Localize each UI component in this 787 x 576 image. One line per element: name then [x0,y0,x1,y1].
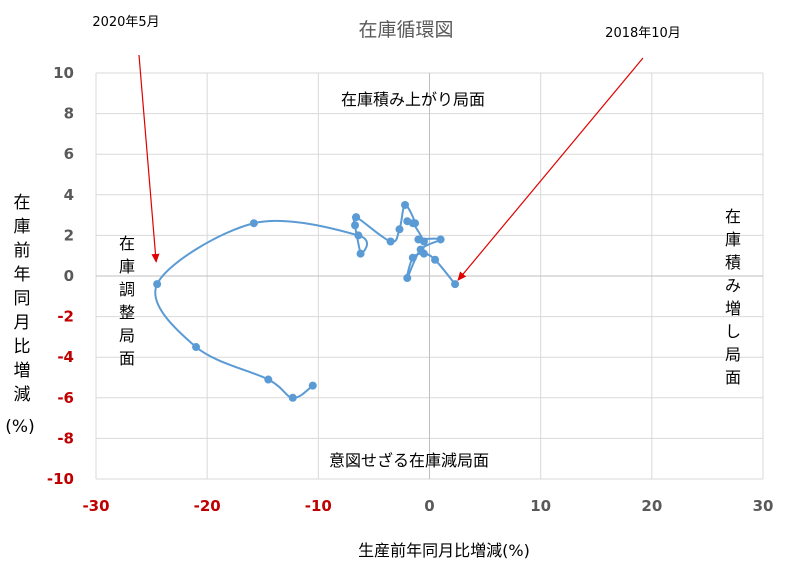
x-tick-labels: -30 -20 -10 0 10 20 30 [82,497,773,515]
vertical-char: 前 [14,241,31,261]
annotation-2020-05: 2020年5月 [92,15,159,30]
data-point [354,231,363,240]
y-tick-label: -4 [57,348,74,366]
arrow-2018-10 [457,57,644,281]
y-axis-unit: (%) [5,417,34,437]
y-tick-label: 0 [64,267,74,285]
vertical-char: 在 [725,207,741,226]
data-point [351,221,360,230]
data-point [352,213,361,222]
data-point [249,219,258,228]
y-tick-labels: 10 8 6 4 2 0 -2 -4 -6 -8 -10 [47,64,74,488]
y-tick-label: -6 [57,389,74,407]
data-point [411,219,420,228]
arrow-2020-05 [138,54,160,263]
vertical-char: 積 [725,253,741,272]
vertical-char: 面 [725,368,741,387]
vertical-char: 減 [14,385,31,405]
vertical-char: 局 [725,345,741,364]
x-tick-label: 30 [753,497,774,515]
annotation-arrows [138,54,644,281]
data-point [401,200,410,209]
vertical-char: 局 [119,326,135,345]
vertical-char: 比 [14,337,31,357]
vertical-char: み [725,276,741,295]
vertical-char: 庫 [14,217,31,237]
data-point [451,280,460,289]
y-tick-label: 2 [64,226,74,244]
x-tick-label: -10 [305,497,332,515]
y-tick-label: -10 [47,470,74,488]
data-point [386,237,395,246]
data-point [192,343,201,352]
x-tick-label: -20 [194,497,221,515]
vertical-char: 庫 [725,230,741,249]
x-tick-label: 10 [530,497,551,515]
vertical-char: し [725,322,741,341]
vertical-char: 在 [119,234,135,253]
vertical-char: 庫 [119,257,135,276]
chart-title: 在庫循環図 [358,19,453,41]
data-point [419,237,428,246]
data-point [416,245,425,254]
data-point [153,280,162,289]
data-point [288,393,297,402]
data-point [403,217,412,226]
x-tick-label: -30 [82,497,109,515]
y-tick-label: 6 [64,145,74,163]
axes [96,73,763,479]
vertical-char: 整 [119,303,135,322]
y-tick-label: 4 [64,186,74,204]
vertical-char: 調 [119,280,135,299]
data-point [436,235,445,244]
y-tick-label: 8 [64,105,74,123]
vertical-char: 増 [14,361,31,381]
data-point [356,249,365,258]
annotation-2018-10: 2018年10月 [605,26,681,41]
x-tick-label: 20 [641,497,662,515]
quadrant-label-bottom: 意図せざる在庫減局面 [329,451,489,470]
data-point [431,255,440,264]
data-series [153,200,460,402]
vertical-char: 在 [14,193,31,213]
data-point [308,381,317,390]
y-tick-label: -8 [57,429,74,447]
vertical-char: 同 [14,289,31,309]
y-tick-label: 10 [53,64,74,82]
y-tick-label: -2 [57,308,74,326]
vertical-char: 年 [14,265,31,285]
x-tick-label: 0 [424,497,434,515]
data-point [395,225,404,234]
quadrant-label-top: 在庫積み上がり局面 [341,90,485,109]
series-line [154,203,456,399]
data-point [403,274,412,283]
vertical-char: 月 [14,313,31,333]
data-point [408,253,417,262]
data-point [264,375,273,384]
vertical-char: 面 [119,349,135,368]
x-axis-label: 生産前年同月比増減(%) [358,541,530,560]
vertical-char: 増 [725,299,741,318]
